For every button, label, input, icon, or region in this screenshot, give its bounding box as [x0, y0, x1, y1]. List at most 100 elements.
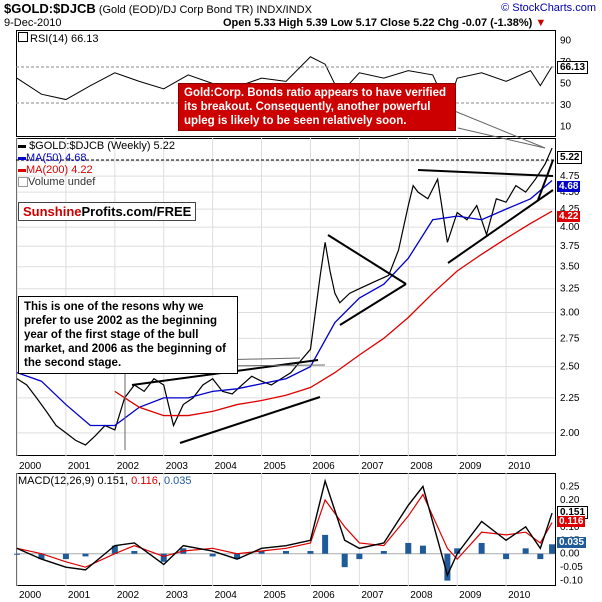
chg-down-icon: ▼ — [535, 17, 547, 29]
chart-header-title: $GOLD:$DJCB (Gold (EOD)/DJ Corp Bond TR)… — [4, 1, 312, 16]
price-tick-label: 4.25 — [560, 204, 580, 215]
logo-part-b: Profits.com/FREE — [81, 204, 192, 219]
macd-hist-bar — [131, 551, 138, 554]
sunshine-profits-logo: SunshineProfits.com/FREE — [18, 202, 197, 221]
ma50-last-tag: 4.68 — [557, 181, 581, 192]
macd-hist-bar — [522, 548, 529, 554]
macd-hist-bar — [549, 544, 556, 554]
series-layer — [16, 56, 553, 578]
year-tick-label: 2000 — [19, 590, 42, 601]
year-tick-label: 2001 — [68, 590, 91, 601]
year-tick-label: 2007 — [361, 590, 384, 601]
price-tick-label: 3.75 — [560, 241, 580, 252]
macd-hist-bar — [160, 553, 167, 562]
year-tick-label: 2003 — [166, 590, 189, 601]
close-last-tag: 5.22 — [557, 151, 583, 164]
price-line — [16, 147, 553, 446]
year-tick-label: 2010 — [508, 590, 531, 601]
macd-tick-label: 0.25 — [560, 481, 580, 492]
macd-hist-bar — [405, 542, 412, 554]
price-tick-label: 2.00 — [560, 428, 580, 439]
signal-last-tag: 0.116 — [557, 516, 586, 527]
year-tick-label: 2003 — [166, 461, 189, 472]
logo-part-a: Sunshine — [23, 204, 82, 219]
year-tick-label: 2005 — [264, 590, 287, 601]
year-tick-label: 2009 — [459, 461, 482, 472]
triangle-upper — [327, 234, 407, 285]
macd-hist-bar — [444, 553, 451, 581]
breakout-line — [537, 159, 554, 201]
macd-hist-bar — [356, 553, 363, 560]
quote-label: Open 5.33 High 5.39 Low 5.17 Close 5.22 … — [223, 17, 546, 29]
macd-hist-bar — [478, 542, 485, 554]
macd-hist-bar — [258, 551, 265, 554]
macd-hist-bar — [14, 553, 20, 555]
macd-hist-bar — [82, 553, 89, 557]
price-tick-label: 2.75 — [560, 333, 580, 344]
exchange-label: INDX/INDX — [256, 4, 312, 16]
price-tick-label: 3.25 — [560, 284, 580, 295]
macd-hist-bar — [38, 553, 45, 560]
legend-ma50: MA(50) 4.68 — [26, 152, 87, 164]
price-tick-label: 2.50 — [560, 362, 580, 373]
year-tick-label: 2009 — [459, 590, 482, 601]
year-tick-label: 2006 — [312, 590, 335, 601]
year-tick-label: 2002 — [117, 590, 140, 601]
macd-tick-label: 0.10 — [560, 522, 580, 533]
macd-hist-bar — [380, 551, 387, 554]
price-tick-label: 3.00 — [560, 307, 580, 318]
macd-hist-bar — [322, 534, 329, 554]
year-tick-label: 2002 — [117, 461, 140, 472]
year-tick-label: 2006 — [312, 461, 335, 472]
macd-hist-bar — [503, 553, 510, 560]
breakout-annotation: Gold:Corp. Bonds ratio appears to have v… — [178, 83, 456, 131]
legend-price: $GOLD:$DJCB (Weekly) 5.22 — [29, 140, 175, 152]
year-tick-label: 2004 — [215, 461, 238, 472]
macd-tick-label: 0.20 — [560, 495, 580, 506]
hist-last-tag: 0.035 — [557, 537, 587, 548]
legend-volume: Volume undef — [28, 176, 96, 188]
date-label: 9-Dec-2010 — [4, 17, 62, 29]
price-tick-label: 3.50 — [560, 262, 580, 273]
legend-ma200: MA(200) 4.22 — [26, 164, 93, 176]
price-tick-label: 2.25 — [560, 393, 580, 404]
year-tick-label: 2005 — [264, 461, 287, 472]
macd-histogram — [14, 534, 556, 581]
macd-hist-bar — [62, 553, 69, 560]
ma200-line — [114, 210, 553, 417]
price-legend: $GOLD:$DJCB (Weekly) 5.22 MA(50) 4.68 MA… — [18, 140, 175, 188]
rsi-tick-label: 90 — [560, 36, 572, 47]
macd-hist-bar — [419, 545, 426, 554]
macd-panel — [16, 473, 556, 586]
year-tick-label: 2001 — [68, 461, 91, 472]
year-tick-label: 2007 — [361, 461, 384, 472]
rsi-tick-label: 50 — [560, 79, 572, 90]
macd-hist-bar — [341, 553, 348, 568]
rsi-line — [16, 56, 553, 109]
stage-annotation: This is one of the resons why we prefer … — [18, 296, 238, 374]
trendline-lower-1 — [179, 396, 321, 444]
macd-legend: MACD(12,26,9) 0.151, 0.116, 0.035 — [18, 475, 192, 487]
rsi-tick-label: 10 — [560, 121, 572, 132]
price-tick-label: 4.50 — [560, 187, 580, 198]
macd-tick-label: -0.10 — [560, 576, 583, 587]
macd-hist-bar — [454, 548, 461, 554]
macd-line — [16, 478, 553, 578]
quote-values: Open 5.33 High 5.39 Low 5.17 Close 5.22 … — [223, 17, 533, 29]
rsi-legend: RSI(14) 66.13 — [18, 32, 98, 45]
year-tick-label: 2008 — [410, 461, 433, 472]
description-label: (Gold (EOD)/DJ Corp Bond TR) — [98, 4, 254, 16]
copyright-label: © StockCharts.com — [501, 2, 596, 14]
macd-hist-bar — [283, 551, 289, 554]
triangle-lower — [339, 283, 407, 326]
macd-hist-bar — [111, 545, 118, 554]
macd-tick-label: 0.00 — [560, 549, 580, 560]
price-tick-label: 4.00 — [560, 222, 580, 233]
ma200-last-tag: 4.22 — [557, 211, 581, 222]
year-tick-label: 2004 — [215, 590, 238, 601]
year-tick-label: 2008 — [410, 590, 433, 601]
signal-line — [16, 493, 553, 568]
macd-hist-bar — [234, 553, 241, 560]
macd-hist-bar — [209, 553, 216, 557]
price-tick-label: 4.75 — [560, 171, 580, 182]
